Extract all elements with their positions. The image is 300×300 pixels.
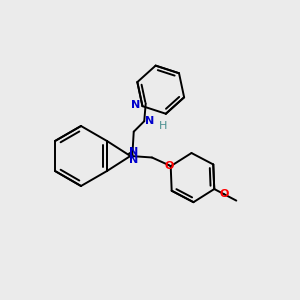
Text: N: N [145,116,154,126]
Text: N: N [129,155,138,165]
Text: O: O [220,189,229,199]
Text: N: N [131,100,140,110]
Text: O: O [164,160,173,171]
Text: H: H [159,121,167,131]
Text: N: N [129,147,138,157]
